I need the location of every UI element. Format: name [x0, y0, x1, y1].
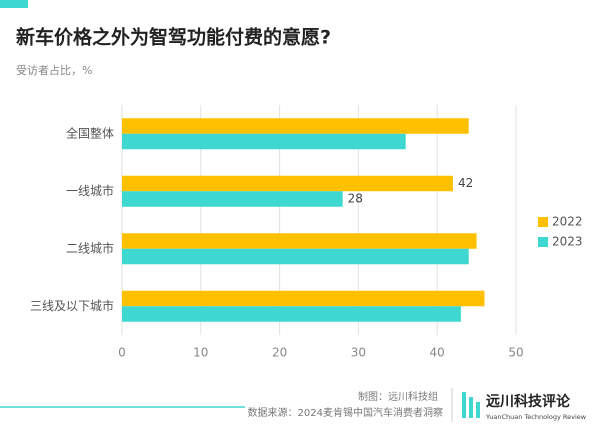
decoration	[0, 0, 28, 8]
data-label: 42	[458, 176, 473, 190]
logo-icon	[462, 392, 480, 418]
source: 数据来源：2024麦肯锡中国汽车消费者洞察	[248, 406, 443, 419]
x-tick-label: 40	[430, 346, 445, 360]
x-tick-label: 10	[193, 346, 208, 360]
bar	[122, 133, 406, 150]
bar	[122, 191, 343, 207]
chart-subtitle: 受访者占比，%	[16, 63, 92, 77]
bar	[122, 306, 461, 322]
data-label: 28	[348, 192, 363, 206]
bar	[122, 290, 485, 307]
legend-label: 2022	[552, 215, 583, 229]
chart-title: 新车价格之外为智驾功能付费的意愿?	[16, 26, 331, 49]
y-tick-label: 一线城市	[66, 183, 114, 198]
brand: 远川科技评论	[486, 393, 571, 410]
x-tick-label: 30	[351, 346, 366, 360]
bar	[122, 118, 469, 134]
x-tick-label: 50	[508, 346, 523, 360]
x-tick-label: 0	[118, 346, 126, 360]
bar	[122, 233, 477, 249]
legend-swatch	[538, 237, 548, 247]
y-tick-label: 二线城市	[66, 240, 114, 255]
bar	[122, 248, 469, 265]
credit: 制图：远川科技组	[358, 390, 438, 403]
legend-swatch	[538, 217, 548, 227]
x-tick-label: 20	[272, 346, 287, 360]
legend-label: 2023	[552, 235, 583, 249]
y-tick-label: 全国整体	[66, 125, 114, 140]
brand-en: YuanChuan Technology Review	[485, 413, 587, 421]
bar	[122, 175, 453, 192]
y-tick-label: 三线及以下城市	[30, 298, 114, 313]
